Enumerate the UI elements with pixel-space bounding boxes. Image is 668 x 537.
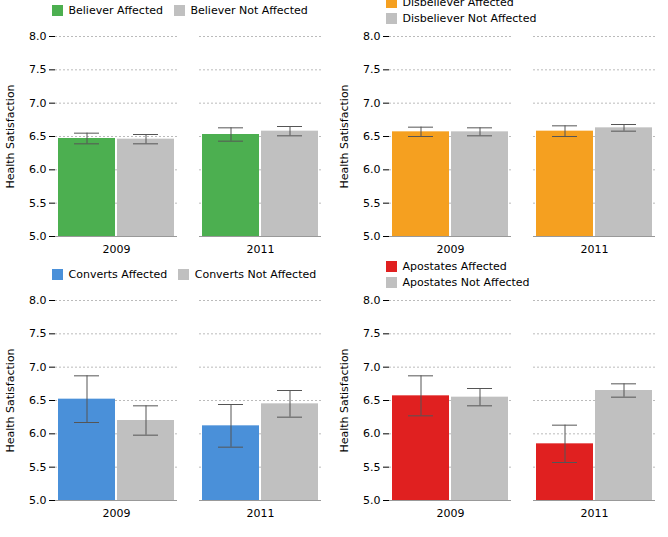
svg-text:5.5: 5.5 [29, 197, 47, 210]
svg-text:6.5: 6.5 [29, 130, 47, 143]
svg-text:7.0: 7.0 [29, 97, 47, 110]
svg-text:2009: 2009 [437, 507, 465, 520]
svg-text:2011: 2011 [581, 507, 609, 520]
svg-text:Health Satisfaction: Health Satisfaction [4, 84, 17, 188]
svg-text:2009: 2009 [437, 243, 465, 256]
svg-text:5.0: 5.0 [29, 230, 47, 243]
svg-text:2009: 2009 [103, 507, 131, 520]
html-text:Believer Not Affected: Believer Not Affected [190, 3, 308, 17]
svg-text:5.0: 5.0 [363, 230, 381, 243]
html-text:Disbeliever Not Affected: Disbeliever Not Affected [402, 12, 537, 25]
svg-text:6.5: 6.5 [363, 130, 381, 143]
svg-text:2009: 2009 [103, 243, 131, 256]
svg-text:2011: 2011 [247, 243, 275, 256]
svg-text:7.5: 7.5 [363, 327, 381, 340]
svg-text:5.5: 5.5 [363, 461, 381, 474]
svg-text:5.5: 5.5 [363, 197, 381, 210]
svg-text:7.5: 7.5 [29, 327, 47, 340]
svg-text:6.0: 6.0 [29, 163, 47, 176]
html-text:Apostates Not Affected: Apostates Not Affected [402, 276, 530, 289]
svg-text:8.0: 8.0 [29, 294, 47, 307]
svg-text:5.0: 5.0 [363, 494, 381, 507]
svg-text:5.0: 5.0 [29, 494, 47, 507]
svg-text:8.0: 8.0 [29, 30, 47, 43]
svg-text:Health Satisfaction: Health Satisfaction [4, 348, 17, 452]
svg-text:6.0: 6.0 [29, 427, 47, 440]
svg-text:7.0: 7.0 [363, 361, 381, 374]
html-text:Apostates Affected: Apostates Affected [402, 259, 507, 273]
svg-text:6.0: 6.0 [363, 163, 381, 176]
html-text:Converts Not Affected: Converts Not Affected [194, 267, 317, 281]
html-text:Believer Affected: Believer Affected [68, 3, 163, 17]
svg-text:8.0: 8.0 [363, 294, 381, 307]
html-text:Converts Affected: Converts Affected [68, 267, 168, 281]
svg-text:Health Satisfaction: Health Satisfaction [338, 84, 351, 188]
svg-text:7.5: 7.5 [29, 63, 47, 76]
svg-text:7.0: 7.0 [363, 97, 381, 110]
svg-text:6.5: 6.5 [29, 394, 47, 407]
svg-text:5.5: 5.5 [29, 461, 47, 474]
svg-text:6.5: 6.5 [363, 394, 381, 407]
svg-text:7.0: 7.0 [29, 361, 47, 374]
svg-text:8.0: 8.0 [363, 30, 381, 43]
svg-text:2011: 2011 [581, 243, 609, 256]
svg-text:Health Satisfaction: Health Satisfaction [338, 348, 351, 452]
svg-text:6.0: 6.0 [363, 427, 381, 440]
svg-text:7.5: 7.5 [363, 63, 381, 76]
svg-text:2011: 2011 [247, 507, 275, 520]
